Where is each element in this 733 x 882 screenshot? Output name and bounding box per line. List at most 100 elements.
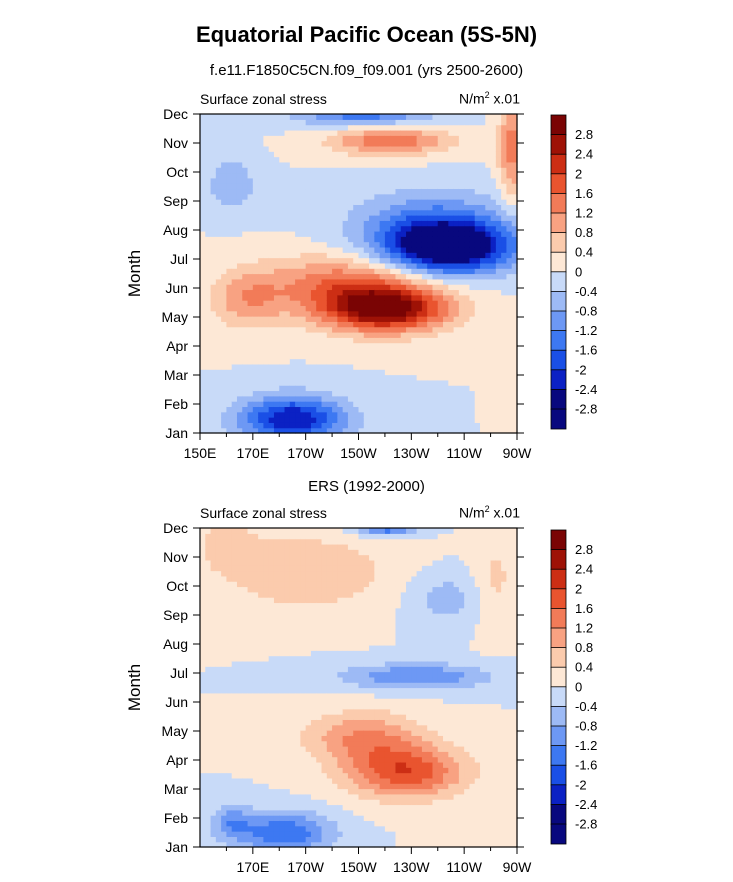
heat-cell	[469, 246, 476, 253]
heat-cell	[258, 427, 264, 434]
heat-cell	[316, 183, 323, 190]
heat-cell	[247, 815, 254, 822]
heat-cell	[374, 406, 381, 413]
heat-cell	[210, 591, 217, 598]
heat-cell	[284, 246, 291, 253]
heat-cell	[432, 331, 439, 338]
heat-cell	[268, 225, 275, 232]
heat-cell	[215, 145, 222, 152]
heat-cell	[284, 300, 291, 306]
heat-cell	[495, 417, 502, 423]
heat-cell	[453, 114, 460, 120]
heat-cell	[279, 406, 286, 413]
heat-cell	[215, 124, 222, 131]
heat-cell	[305, 698, 312, 705]
heat-cell	[453, 124, 460, 131]
heat-cell	[411, 284, 418, 291]
heat-cell	[305, 831, 312, 837]
heat-cell	[247, 167, 254, 174]
heat-cell	[332, 390, 338, 397]
heat-cell	[363, 363, 370, 370]
heat-cell	[231, 358, 238, 365]
heat-cell	[247, 230, 254, 237]
heat-cell	[495, 225, 502, 232]
heat-cell	[252, 676, 259, 683]
heat-cell	[258, 799, 264, 806]
heat-cell	[305, 129, 312, 136]
heat-cell	[421, 145, 428, 152]
heat-cell	[242, 316, 249, 322]
heat-cell	[305, 230, 312, 237]
heat-cell	[369, 395, 375, 402]
y-tick-label: Dec	[163, 106, 188, 122]
heat-cell	[231, 177, 238, 184]
heat-cell	[464, 379, 471, 386]
heat-cell	[353, 427, 360, 434]
heat-cell	[279, 284, 286, 291]
heat-cell	[485, 358, 492, 365]
heat-cell	[252, 655, 259, 662]
heat-cell	[263, 644, 270, 651]
heat-cell	[273, 820, 280, 827]
heat-cell	[273, 559, 280, 566]
heat-cell	[390, 347, 397, 354]
heat-cell	[448, 193, 455, 200]
heat-cell	[284, 644, 291, 651]
heat-cell	[448, 342, 455, 349]
heat-cell	[305, 310, 312, 317]
heat-cell	[485, 209, 492, 216]
heat-cell	[226, 369, 233, 376]
heat-cell	[284, 783, 291, 790]
heat-cell	[263, 177, 270, 184]
heat-cell	[411, 395, 418, 402]
heat-cell	[231, 634, 238, 641]
heat-cell	[226, 724, 233, 731]
heat-cell	[342, 124, 349, 131]
heat-cell	[295, 342, 301, 349]
heat-cell	[406, 385, 412, 392]
heat-cell	[432, 411, 439, 418]
heat-cell	[247, 161, 254, 168]
heat-cell	[485, 241, 492, 248]
heat-cell	[268, 724, 275, 731]
heat-cell	[480, 225, 486, 232]
heat-cell	[263, 581, 270, 588]
heat-cell	[305, 316, 312, 322]
heat-cell	[236, 331, 243, 338]
heat-cell	[485, 129, 492, 136]
heat-cell	[221, 586, 228, 593]
heat-cell	[210, 586, 217, 593]
heat-cell	[326, 220, 333, 227]
heat-cell	[247, 831, 254, 837]
heat-cell	[273, 623, 280, 630]
heat-cell	[437, 321, 444, 328]
heat-cell	[395, 353, 402, 360]
heat-cell	[310, 417, 317, 423]
heat-cell	[215, 836, 222, 843]
heat-cell	[453, 316, 460, 322]
heat-cell	[205, 714, 212, 720]
heat-cell	[416, 331, 423, 338]
heat-cell	[358, 337, 365, 344]
heat-cell	[506, 151, 513, 158]
heat-cell	[300, 347, 307, 354]
heat-cell	[289, 629, 296, 635]
heat-cell	[448, 278, 455, 285]
heat-cell	[284, 570, 291, 577]
heat-cell	[263, 161, 270, 168]
heat-cell	[252, 756, 259, 763]
heat-cell	[379, 246, 386, 253]
heat-cell	[427, 230, 434, 237]
heat-cell	[495, 246, 502, 253]
heat-cell	[495, 353, 502, 360]
heat-cell	[310, 655, 317, 662]
heat-cell	[263, 241, 270, 248]
heat-cell	[485, 289, 492, 296]
heat-cell	[221, 374, 228, 381]
heat-cell	[295, 305, 301, 312]
heat-cell	[295, 230, 301, 237]
heat-cell	[215, 114, 222, 120]
heat-cell	[342, 172, 349, 179]
heat-cell	[490, 289, 497, 296]
heat-cell	[268, 761, 275, 768]
